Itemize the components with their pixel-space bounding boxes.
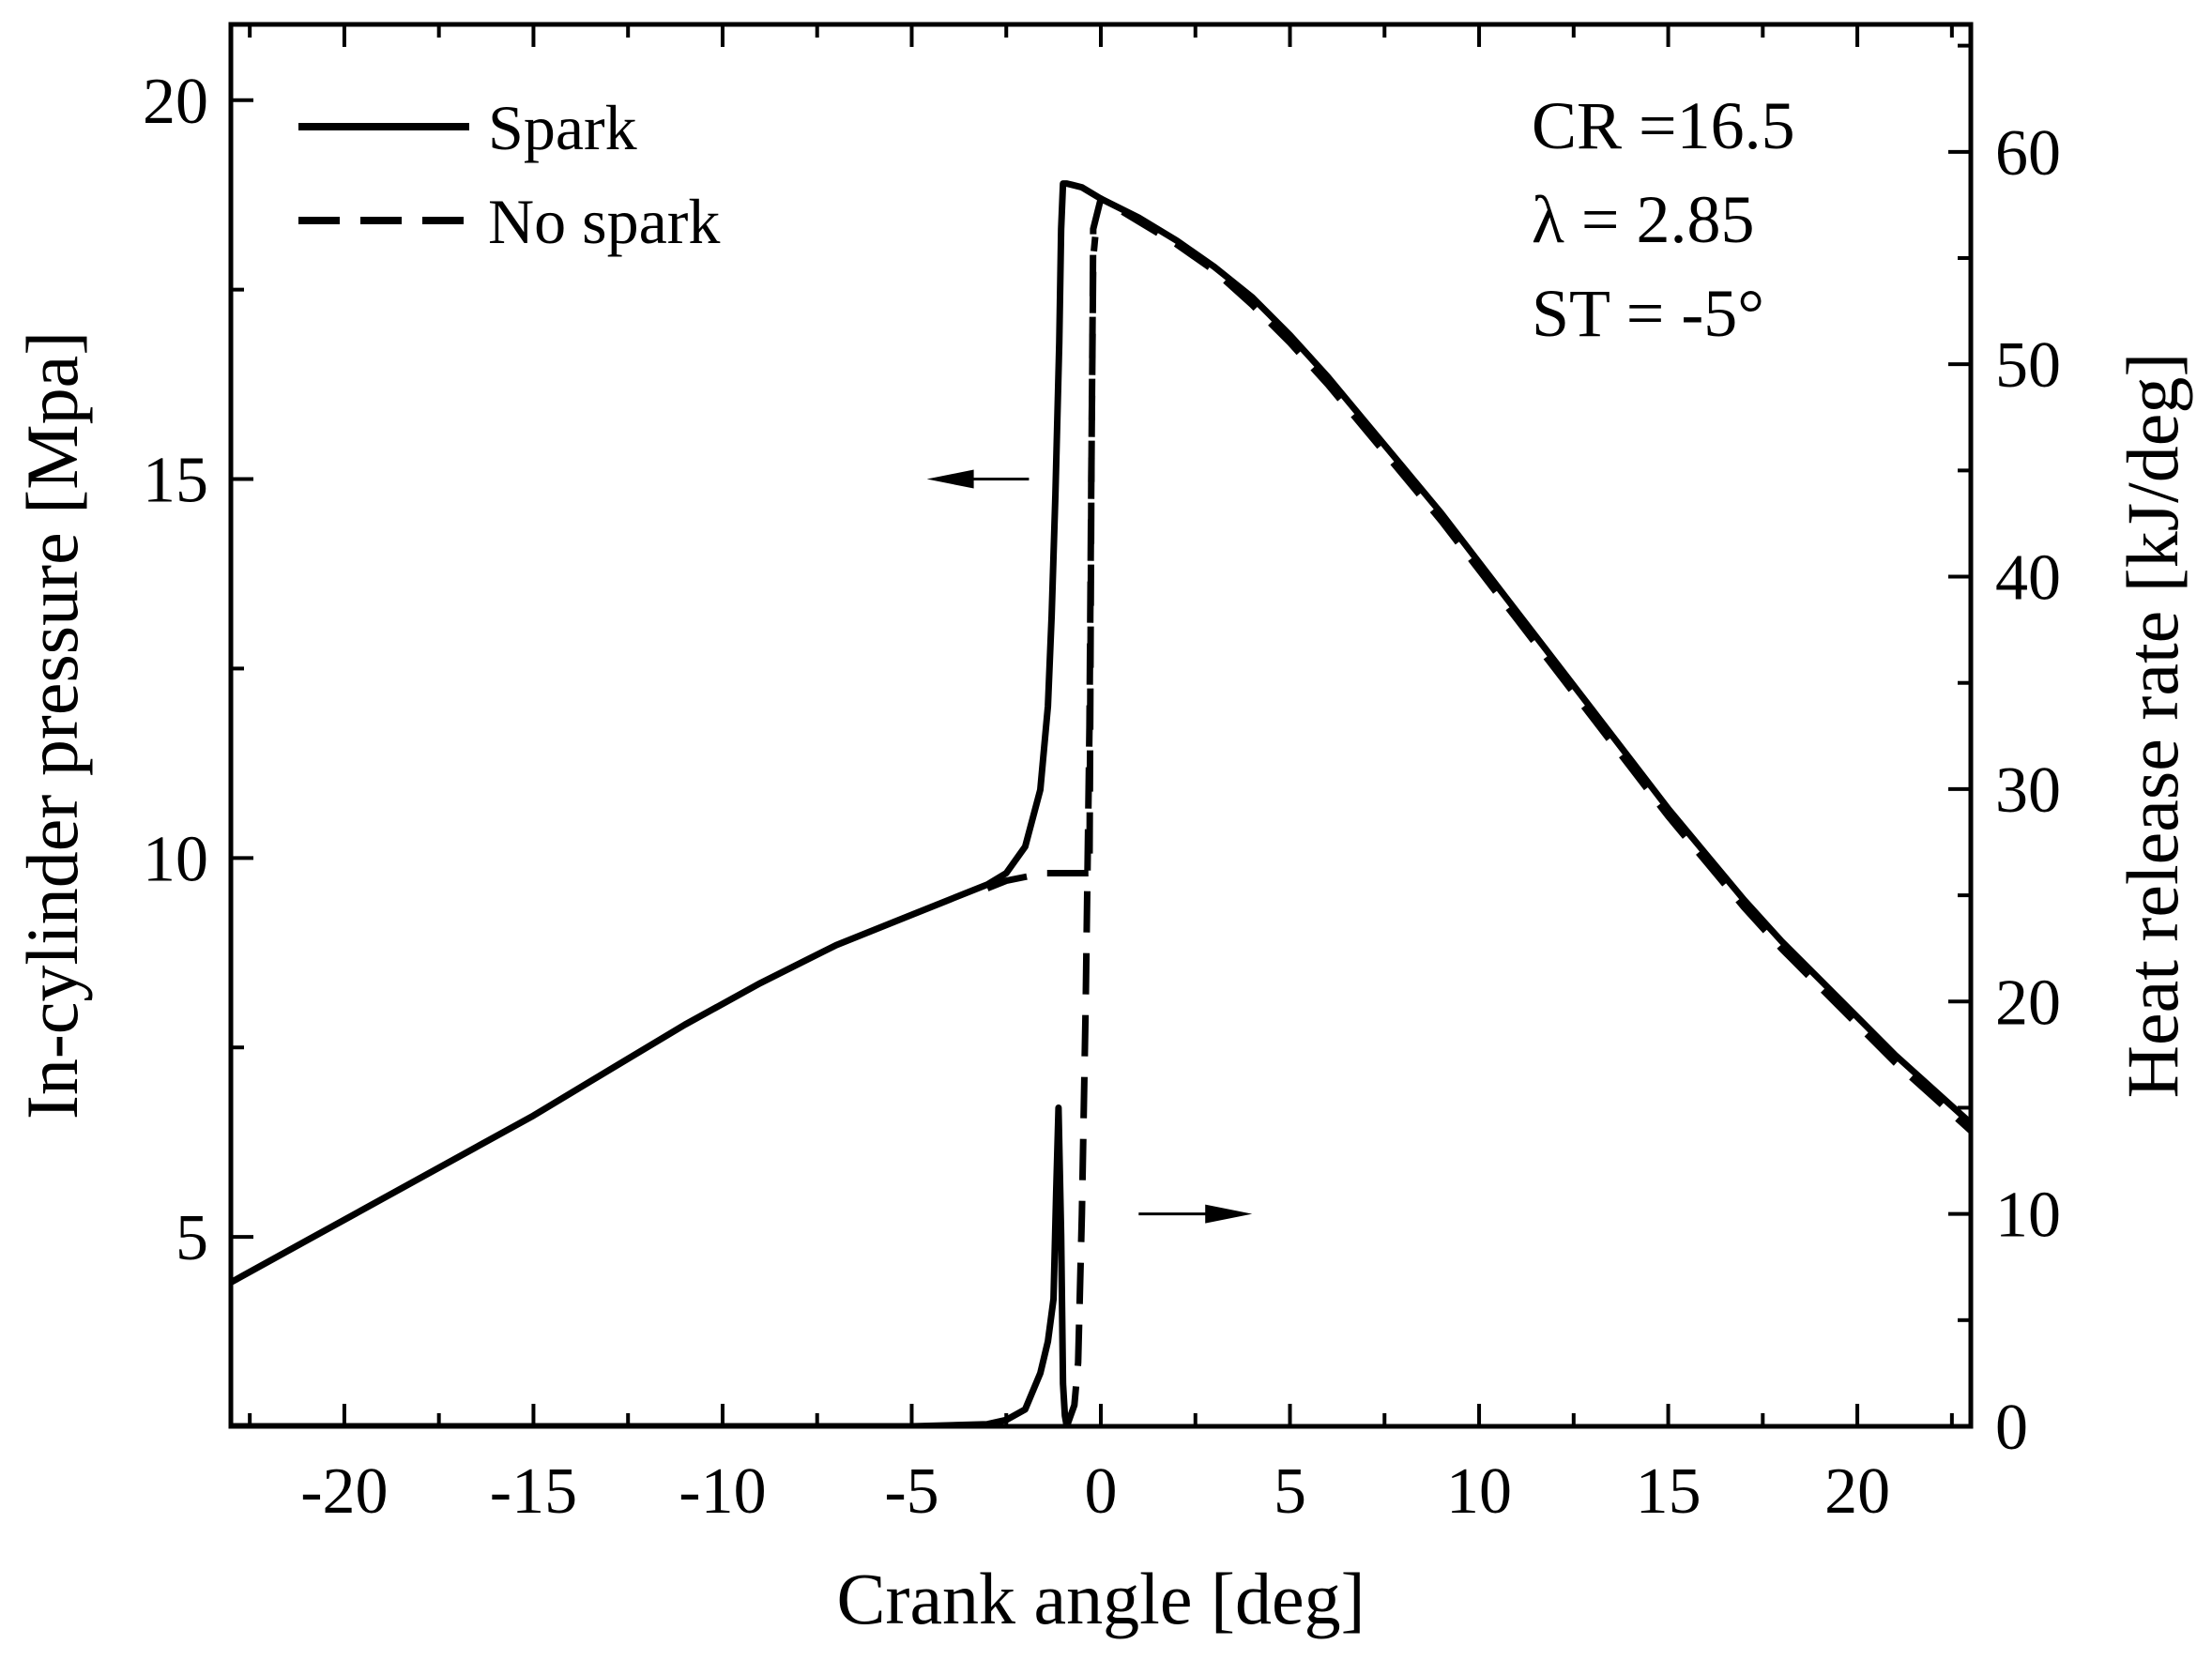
arrow-left-head bbox=[926, 469, 974, 489]
y-left-tick-label: 20 bbox=[143, 66, 208, 138]
legend-label: No spark bbox=[488, 186, 720, 257]
y-left-axis-title: In-cylinder pressure [Mpa] bbox=[11, 331, 93, 1119]
y-right-tick-label: 30 bbox=[1995, 754, 2061, 827]
x-tick-label: 10 bbox=[1446, 1455, 1512, 1528]
x-tick-label: -5 bbox=[884, 1455, 938, 1528]
series-line-2 bbox=[231, 1104, 1071, 1426]
axes-layer: -20 -15 -10 -5 0 5 10 15 20 5 10 15 20 0 10 20 30 40 50 60 C… bbox=[11, 24, 2193, 1639]
y-right-tick-label: 60 bbox=[1995, 117, 2061, 190]
y-right-tick-label: 50 bbox=[1995, 329, 2061, 402]
x-tick-label: 0 bbox=[1085, 1455, 1118, 1528]
series-layer bbox=[231, 180, 1971, 1426]
y-right-tick-label: 10 bbox=[1995, 1180, 2061, 1252]
x-tick-label: -10 bbox=[679, 1455, 766, 1528]
x-tick-label: 5 bbox=[1274, 1455, 1306, 1528]
x-tick-label: 15 bbox=[1636, 1455, 1701, 1528]
series-line-3 bbox=[1063, 236, 1099, 1426]
x-axis-title: Crank angle [deg] bbox=[836, 1558, 1365, 1639]
legend-label: Spark bbox=[488, 92, 637, 163]
y-left-tick-label: 10 bbox=[143, 823, 208, 895]
annotations: CR =16.5 λ = 2.85 ST = -5° bbox=[926, 88, 1795, 1224]
y-left-tick-label: 15 bbox=[143, 445, 208, 517]
y-left-tick-label: 5 bbox=[175, 1202, 208, 1274]
annotation-text: ST = -5° bbox=[1532, 276, 1764, 351]
y-right-axis-title: Heat release rate [kJ/deg] bbox=[2112, 353, 2193, 1099]
x-tick-label: -15 bbox=[490, 1455, 577, 1528]
y-right-tick-label: 40 bbox=[1995, 542, 2061, 615]
annotation-text: CR =16.5 bbox=[1532, 88, 1795, 163]
arrow-right-head bbox=[1205, 1204, 1253, 1224]
y-right-tick-label: 0 bbox=[1995, 1392, 2028, 1464]
x-tick-label: 20 bbox=[1824, 1455, 1890, 1528]
x-tick-label: -20 bbox=[300, 1455, 388, 1528]
y-right-tick-label: 20 bbox=[1995, 967, 2061, 1039]
legend: Spark No spark bbox=[298, 92, 720, 257]
series-line-1 bbox=[985, 195, 1971, 1134]
annotation-text: λ = 2.85 bbox=[1532, 182, 1755, 257]
